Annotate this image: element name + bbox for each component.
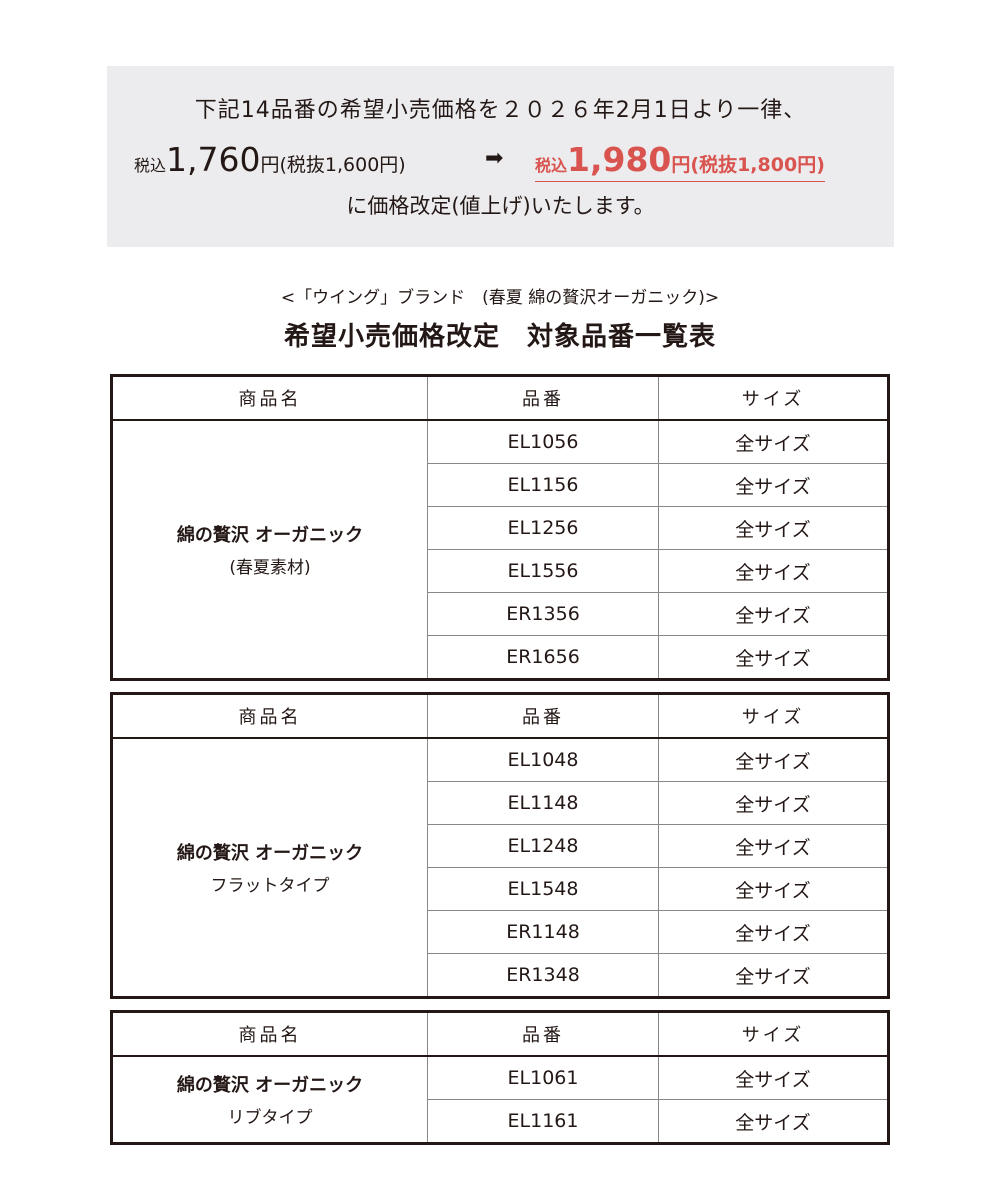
- table-row: EL1256 全サイズ: [112, 506, 889, 550]
- old-price: 税込1,760円(税抜1,600円): [134, 140, 406, 179]
- product-code: EL1061: [427, 1055, 659, 1100]
- header-size: サイズ: [658, 693, 889, 739]
- product-code: ER1348: [427, 953, 659, 998]
- product-code: EL1556: [427, 549, 659, 593]
- product-code: ER1356: [427, 592, 659, 636]
- product-subtype: (春夏素材): [229, 558, 311, 578]
- product-name-cell: 綿の贅沢 オーガニック フラットタイプ: [111, 737, 428, 998]
- table-row: EL1556 全サイズ: [112, 549, 889, 593]
- product-code: EL1256: [427, 506, 659, 550]
- product-size: 全サイズ: [658, 781, 889, 825]
- product-size: 全サイズ: [658, 635, 889, 680]
- product-size: 全サイズ: [658, 506, 889, 550]
- product-subtype: フラットタイプ: [210, 876, 330, 896]
- header-size: サイズ: [658, 1011, 889, 1057]
- table-row: EL1161 全サイズ: [112, 1099, 889, 1144]
- product-name-cell: 綿の贅沢 オーガニック (春夏素材): [111, 419, 428, 680]
- table-row: 綿の贅沢 オーガニック フラットタイプ EL1048 全サイズ: [111, 737, 889, 998]
- notice-line-1: 下記14品番の希望小売価格を２０２６年2月1日より一律、: [194, 98, 807, 123]
- product-size: 全サイズ: [658, 824, 889, 868]
- new-price: 税込1,980円(税抜1,800円): [535, 140, 825, 182]
- table-row: ER1348 全サイズ: [112, 953, 889, 998]
- table-header: 商品名 品番 サイズ: [111, 693, 889, 739]
- product-code: EL1548: [427, 867, 659, 911]
- product-code: EL1156: [427, 463, 659, 507]
- header-code: 品番: [427, 693, 659, 739]
- right-arrow-icon: ➡: [485, 146, 504, 171]
- brand-subtitle: <「ウイング」ブランド (春夏 綿の贅沢オーガニック)>: [280, 288, 720, 308]
- product-size: 全サイズ: [658, 910, 889, 954]
- product-name: 綿の贅沢 オーガニック: [176, 843, 364, 864]
- product-size: 全サイズ: [658, 953, 889, 998]
- header-code: 品番: [427, 375, 659, 421]
- product-size: 全サイズ: [658, 463, 889, 507]
- product-code: ER1148: [427, 910, 659, 954]
- table-header: 商品名 品番 サイズ: [111, 375, 889, 421]
- table-row: 綿の贅沢 オーガニック (春夏素材) EL1056 全サイズ: [111, 419, 889, 680]
- header-name: 商品名: [111, 1011, 428, 1057]
- product-size: 全サイズ: [658, 867, 889, 911]
- price-change-notice: 下記14品番の希望小売価格を２０２６年2月1日より一律、 税込1,760円(税抜…: [107, 66, 894, 247]
- product-size: 全サイズ: [658, 549, 889, 593]
- header-code: 品番: [427, 1011, 659, 1057]
- product-size: 全サイズ: [658, 1099, 889, 1144]
- price-line: 税込1,760円(税抜1,600円) ➡ 税込1,980円(税抜1,800円): [107, 140, 894, 182]
- product-code: EL1248: [427, 824, 659, 868]
- table-row: EL1248 全サイズ: [112, 824, 889, 868]
- notice-line-3: に価格改定(値上げ)いたします。: [346, 194, 655, 218]
- header-name: 商品名: [111, 375, 428, 421]
- page-title: 希望小売価格改定 対象品番一覧表: [283, 322, 716, 352]
- table-row: ER1356 全サイズ: [112, 592, 889, 636]
- product-code: EL1161: [427, 1099, 659, 1144]
- product-table: 商品名 品番 サイズ 綿の贅沢 オーガニック (春夏素材) EL1056 全サイズ EL1…: [110, 374, 890, 681]
- product-code: EL1148: [427, 781, 659, 825]
- product-size: 全サイズ: [658, 592, 889, 636]
- product-code: ER1656: [427, 635, 659, 680]
- product-code: EL1056: [427, 419, 659, 464]
- product-name: 綿の贅沢 オーガニック: [176, 525, 364, 546]
- product-name: 綿の贅沢 オーガニック: [176, 1075, 364, 1096]
- product-table: 商品名 品番 サイズ 綿の贅沢 オーガニック リブタイプ EL1061 全サイズ EL11…: [110, 1010, 890, 1145]
- table-row: EL1156 全サイズ: [112, 463, 889, 507]
- product-size: 全サイズ: [658, 737, 889, 782]
- product-table: 商品名 品番 サイズ 綿の贅沢 オーガニック フラットタイプ EL1048 全サイズ EL…: [110, 692, 890, 999]
- header-name: 商品名: [111, 693, 428, 739]
- table-row: EL1148 全サイズ: [112, 781, 889, 825]
- table-row: 綿の贅沢 オーガニック リブタイプ EL1061 全サイズ: [111, 1055, 889, 1144]
- product-code: EL1048: [427, 737, 659, 782]
- product-name-cell: 綿の贅沢 オーガニック リブタイプ: [111, 1055, 428, 1144]
- product-subtype: リブタイプ: [227, 1108, 313, 1128]
- product-size: 全サイズ: [658, 419, 889, 464]
- header-size: サイズ: [658, 375, 889, 421]
- table-row: ER1656 全サイズ: [112, 635, 889, 680]
- table-row: ER1148 全サイズ: [112, 910, 889, 954]
- product-size: 全サイズ: [658, 1055, 889, 1100]
- table-header: 商品名 品番 サイズ: [111, 1011, 889, 1057]
- table-row: EL1548 全サイズ: [112, 867, 889, 911]
